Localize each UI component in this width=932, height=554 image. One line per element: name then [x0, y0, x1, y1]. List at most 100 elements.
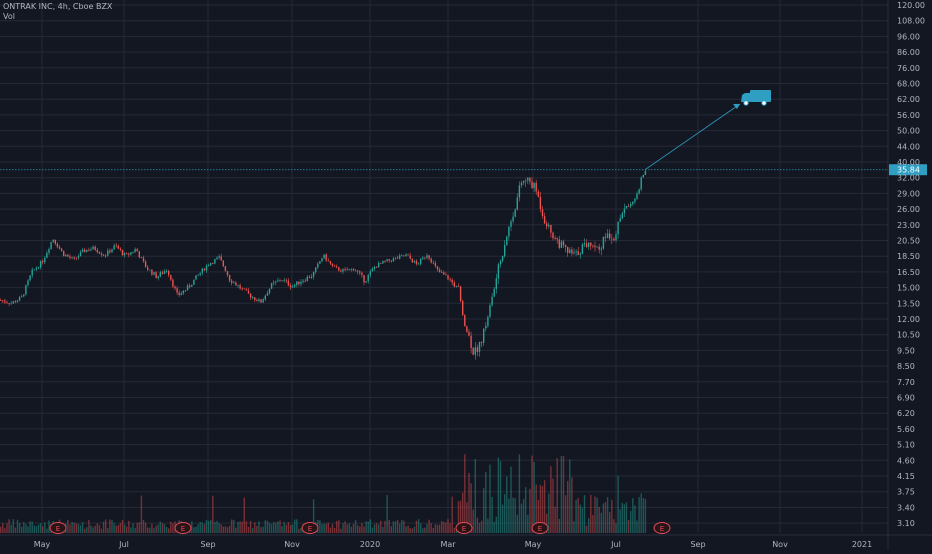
candle-body: [510, 221, 512, 227]
volume-bar: [522, 498, 525, 533]
volume-bar: [380, 520, 382, 533]
volume-bar: [69, 524, 71, 533]
candle-body: [562, 241, 565, 246]
earnings-marker: [301, 522, 319, 534]
volume-bar: [344, 521, 346, 533]
candle-body: [632, 201, 634, 205]
candle-body: [323, 254, 325, 259]
volume-bar: [79, 525, 82, 533]
volume-bar: [407, 525, 409, 533]
volume-bar: [508, 498, 510, 533]
volume-bar: [413, 526, 416, 533]
candle-body: [144, 261, 147, 268]
volume-bar: [485, 471, 487, 533]
candle-body: [476, 347, 479, 352]
y-tick-label: 6.20: [897, 409, 915, 418]
candle-body: [256, 300, 258, 302]
candle-body: [10, 303, 12, 305]
volume-bar: [201, 522, 203, 533]
volume-bar: [130, 527, 132, 533]
candle-body: [130, 252, 132, 255]
volume-bar: [420, 523, 422, 533]
candle-body: [275, 281, 277, 283]
candle-body: [331, 263, 334, 266]
candle-body: [474, 347, 476, 355]
candle-body: [245, 288, 248, 291]
candle-body: [98, 252, 101, 254]
y-tick-label: 40.00: [897, 158, 920, 167]
volume-bar: [86, 527, 88, 533]
volume-bar: [552, 478, 554, 533]
candle-body: [585, 243, 588, 247]
volume-bar: [157, 524, 159, 533]
x-tick-label: 2021: [852, 540, 872, 549]
volume-bar: [298, 528, 300, 533]
candle-body: [367, 274, 369, 282]
candle-body: [310, 276, 313, 278]
candle-body: [445, 274, 447, 276]
volume-bar: [126, 526, 128, 533]
candle-body: [319, 261, 321, 264]
volume-bar: [541, 486, 544, 533]
volume-bar: [287, 521, 290, 533]
candle-body: [105, 255, 107, 257]
last-price-tag: [889, 164, 927, 176]
x-tick-label: 2020: [360, 540, 380, 549]
volume-bar: [23, 522, 25, 533]
volume-bar: [373, 524, 376, 533]
volume-bar: [478, 522, 481, 533]
candle-body: [615, 234, 617, 241]
x-tick-label: Jul: [118, 540, 129, 549]
candle-body: [180, 293, 182, 295]
candle-body: [18, 297, 21, 301]
volume-bar: [338, 520, 340, 533]
candle-body: [501, 255, 504, 261]
candle-body: [37, 267, 40, 269]
volume-bar: [556, 458, 558, 533]
volume-bar: [168, 528, 170, 533]
candle-body: [354, 270, 357, 272]
volume-bar: [2, 523, 4, 533]
candle-body: [50, 242, 52, 250]
candle-body: [600, 248, 602, 250]
candle-body: [520, 182, 523, 186]
trend-drawing[interactable]: 35.84: [0, 90, 927, 176]
volume-bar: [218, 523, 220, 533]
volume-bar: [434, 524, 437, 533]
candle-body: [119, 248, 122, 250]
candle-body: [613, 238, 615, 241]
candle-body: [426, 255, 428, 258]
y-tick-label: 5.10: [897, 441, 915, 450]
candle-body: [4, 300, 6, 303]
time-axis[interactable]: May Jul Sep Nov 2020 Mar May Jul Sep Nov 2021: [34, 540, 872, 549]
volume-bar: [613, 519, 615, 533]
volume-bar: [0, 526, 2, 533]
candle-body: [516, 197, 518, 210]
volume-bar: [222, 526, 224, 533]
volume-bar: [81, 522, 84, 533]
volume-bar: [260, 527, 262, 533]
candle-body: [588, 242, 590, 247]
volume-bar: [323, 523, 325, 533]
volume-bar: [241, 521, 243, 533]
volume-bar: [606, 497, 609, 533]
volume-bar: [506, 476, 508, 533]
candle-body: [363, 275, 365, 283]
candle-body: [58, 247, 61, 249]
price-axis[interactable]: 120.00 108.00 96.00 86.00 76.00 68.00 62.00 56.…: [897, 1, 925, 528]
y-tick-label: 44.00: [897, 142, 920, 151]
y-tick-label: 7.70: [897, 378, 915, 387]
truck-icon[interactable]: [741, 90, 771, 106]
candle-body: [594, 245, 596, 248]
volume-bar: [336, 521, 338, 533]
y-tick-label: 29.00: [897, 189, 920, 198]
volume-bar: [199, 521, 201, 533]
volume-bar: [432, 527, 434, 533]
x-tick-label: Mar: [440, 540, 456, 549]
volume-bar: [100, 528, 103, 533]
volume-bar: [254, 522, 256, 533]
candle-body: [441, 272, 443, 273]
volume-bar: [331, 524, 334, 533]
